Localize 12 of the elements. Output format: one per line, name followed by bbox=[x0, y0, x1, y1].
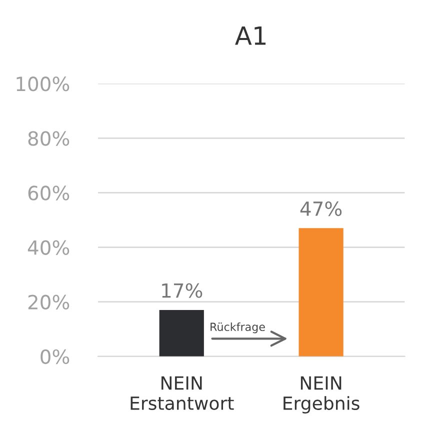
data-label: 17% bbox=[162, 283, 202, 298]
y-tick-label: 100% bbox=[16, 76, 70, 92]
data-label: 47% bbox=[300, 201, 342, 216]
y-tick-label: 0% bbox=[40, 349, 70, 364]
y-tick-label: 40% bbox=[28, 240, 70, 255]
y-tick-label: 60% bbox=[28, 186, 70, 200]
annotation: Rückfrage bbox=[210, 322, 265, 334]
y-tick-label: 20% bbox=[28, 294, 70, 310]
y-tick-label: 80% bbox=[28, 131, 70, 146]
x-tick-label: NEIN Erstantwort bbox=[130, 376, 234, 410]
chart-title: A1 bbox=[235, 26, 266, 45]
x-tick-label: NEIN Ergebnis bbox=[284, 376, 360, 414]
